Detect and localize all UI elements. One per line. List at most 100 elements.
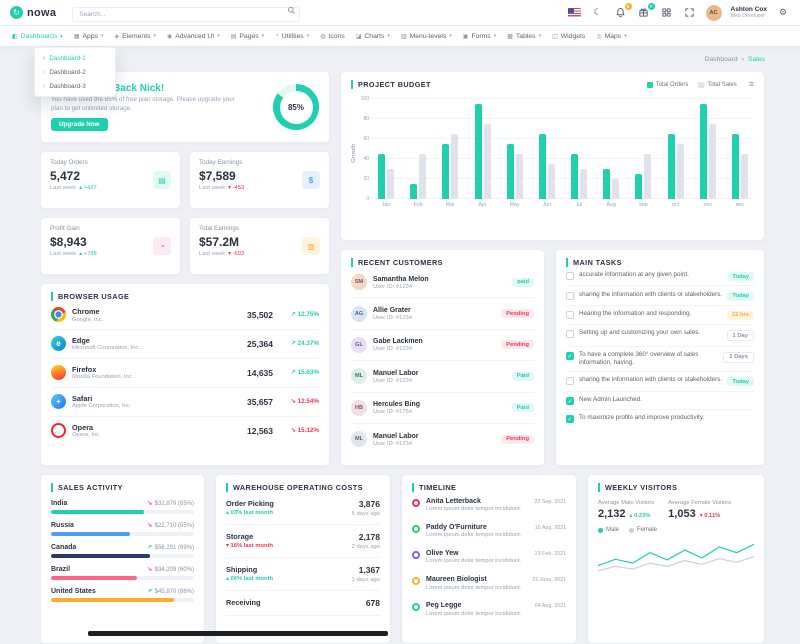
dropdown-item-dashboard-2[interactable]: › Dashboard-2 [35,65,115,79]
gridline [372,198,754,199]
nav-item-menu-levels[interactable]: ▥ Menu-levels ▾ [401,33,452,40]
legend-female: Female [629,527,657,533]
weekly-visitors-card: WEEKLY VISITORS Average Male Visitors 2,… [587,474,765,644]
legend-label: Total Sales [707,81,737,88]
nav-item-elements[interactable]: ◈ Elements ▾ [115,33,156,40]
customer-avatar: ML [351,431,367,448]
visitors-line-chart [598,543,754,572]
settings-gear-icon[interactable]: ⚙ [778,7,788,17]
task-checkbox[interactable] [566,330,574,339]
nav-item-tables[interactable]: ▩ Tables ▾ [507,33,541,40]
language-flag-icon[interactable] [568,6,582,20]
warehouse-costs-title: WAREHOUSE OPERATING COSTS [226,483,380,492]
dark-mode-moon-icon[interactable]: ☾ [593,7,602,17]
chevron-down-icon: ▾ [217,33,220,39]
task-row: Hearing the information and responding. 2… [566,306,754,326]
customer-row-manuel-labor[interactable]: ML Manuel Labor User ID: #1234 Paid [351,361,534,393]
timeline-rows: Anita Letterback 23 Sep, 2021 Lorem ipsum … [412,492,566,622]
budget-legend: Total Orders Total Sales [646,81,737,88]
top-grid: Hi, Welcome Back Nick! You have used the… [40,71,765,466]
chevron-down-icon: ▾ [538,33,542,39]
country-name: Russia [51,521,74,529]
y-tick-label: 100 [360,96,369,102]
task-text: To maximize profits and improve producti… [579,414,705,422]
search-input[interactable] [72,7,301,22]
sales-value: ↘ $22,710 (55%) [146,522,194,529]
breadcrumb: Dashboard › Sales [40,56,765,63]
task-checkbox[interactable] [566,310,574,319]
chevron-down-icon: ▾ [493,33,497,39]
cost-label: Order Picking [226,499,274,508]
male-visitors-delta: ▴ 0.23% [629,513,651,519]
nav-item-pages[interactable]: ▤ Pages ▾ [231,33,264,40]
apps-grid-icon[interactable] [660,6,674,20]
total-sales-bar [515,154,523,199]
timeline-date: 21 June, 2021 [532,577,566,584]
x-tick-label: sep [639,202,648,208]
x-tick-label: dec [735,202,745,208]
task-text: Hearing the information and responding. [579,309,692,317]
cost-right: 1,367 1 days ago [352,565,380,583]
task-checkbox[interactable]: ✓ [566,351,574,360]
browser-names: Safari Apple Corporation, Inc. [72,394,131,409]
search-icon[interactable] [287,6,296,15]
nav-item-icons[interactable]: ◍ Icons [320,33,345,40]
customer-id: User ID: #1754 [373,409,412,416]
brand[interactable]: ↻ nowa [10,6,56,19]
fullscreen-icon[interactable] [683,6,697,20]
timeline-row-peg-legge: Peg Legge 04 Aug, 2021 Lorem ipsum dolor t… [412,596,566,622]
breadcrumb-sales[interactable]: Sales [747,56,765,63]
breadcrumb-dashboard[interactable]: Dashboard [704,56,738,63]
nav-item-forms[interactable]: ▣ Forms ▾ [463,33,496,40]
dropdown-item-dashboard-3[interactable]: › Dashboard-3 [35,79,115,93]
browser-names: Edge Microsoft Corporation, Inc. [72,336,140,351]
visitor-stats: Average Male Visitors 2,132 ▴ 0.23% Aver… [598,500,754,520]
browser-value: 25,364 [247,338,273,349]
total-sales-bar [676,144,684,199]
nav-item-charts[interactable]: ◪ Charts ▾ [356,33,390,40]
total-orders-bar [603,169,611,199]
bar-group-aug [600,169,622,199]
customer-row-samantha-melon[interactable]: SM Samantha Melon User ID: #1234 paid [351,267,534,299]
user-menu[interactable]: Ashton Cox Web Developer [731,6,767,20]
warehouse-row-order-picking: Order Picking ▴ 03% last month 3,876 5 days… [226,492,380,525]
nav-item-dashboards[interactable]: ◧ Dashboards ▴ [12,33,63,40]
gift-icon[interactable]: 7 [637,2,655,20]
legend-total-orders: Total Orders [646,81,688,88]
stat-week: Last week ▴ +427 [50,185,97,191]
upgrade-now-button[interactable]: Upgrade Now [51,118,108,131]
user-avatar[interactable]: AC [705,4,722,21]
task-checkbox[interactable] [566,272,574,281]
forms-icon: ▣ [462,33,469,40]
notifications-bell-icon[interactable]: 5 [614,2,632,20]
customer-id: User ID: #1234 [373,315,412,322]
customer-row-allie-grater[interactable]: AG Allie Grater User ID: #1234 Pending [351,298,534,330]
nav-item-widgets[interactable]: ◫ Widgets [552,33,585,40]
sales-row-russia: Russia ↘ $22,710 (55%) [51,521,194,536]
customer-row-hercules-bing[interactable]: HB Hercules Bing User ID: #1754 Paid [351,393,534,424]
cost-value: 2,178 [358,532,380,542]
customer-row-gabe-lackmen[interactable]: GL Gabe Lackmen User ID: #1234 Pending [351,330,534,362]
progress-fill [51,598,174,602]
stat-card-profit-gain: Profit Gain $8,943 Last week ▴ +788 ◔ [40,217,181,275]
cost-ago: 1 days ago [351,577,380,583]
horizontal-scrollbar[interactable] [88,631,388,636]
nav-item-utilities[interactable]: ◔ Utilities ▾ [275,33,309,40]
legend-label: Female [637,527,658,533]
nav-item-advanced-ui[interactable]: ◉ Advanced UI ▾ [167,33,220,40]
task-checkbox[interactable]: ✓ [566,396,574,405]
customer-id: User ID: #1234 [373,377,412,384]
customer-row-manuel-labor[interactable]: ML Manuel Labor User ID: #1234 Pending [351,424,534,454]
nav-item-apps[interactable]: ▦ Apps ▾ [74,33,104,40]
y-tick-label: 0 [366,196,369,202]
nav-item-maps[interactable]: ◎ Maps ▾ [596,33,626,40]
task-checkbox[interactable] [566,377,574,386]
task-due-badge: 2 Days [723,351,754,363]
task-checkbox[interactable] [566,291,574,300]
chevron-right-icon: › [43,68,46,76]
cost-left: Order Picking ▴ 03% last month [226,499,274,517]
nav-label: Menu-levels [409,32,447,40]
dropdown-item-dashboard-1[interactable]: › Dashboard-1 [35,51,115,65]
task-checkbox[interactable]: ✓ [566,415,574,424]
chart-menu-icon[interactable]: ≡ [748,79,754,89]
